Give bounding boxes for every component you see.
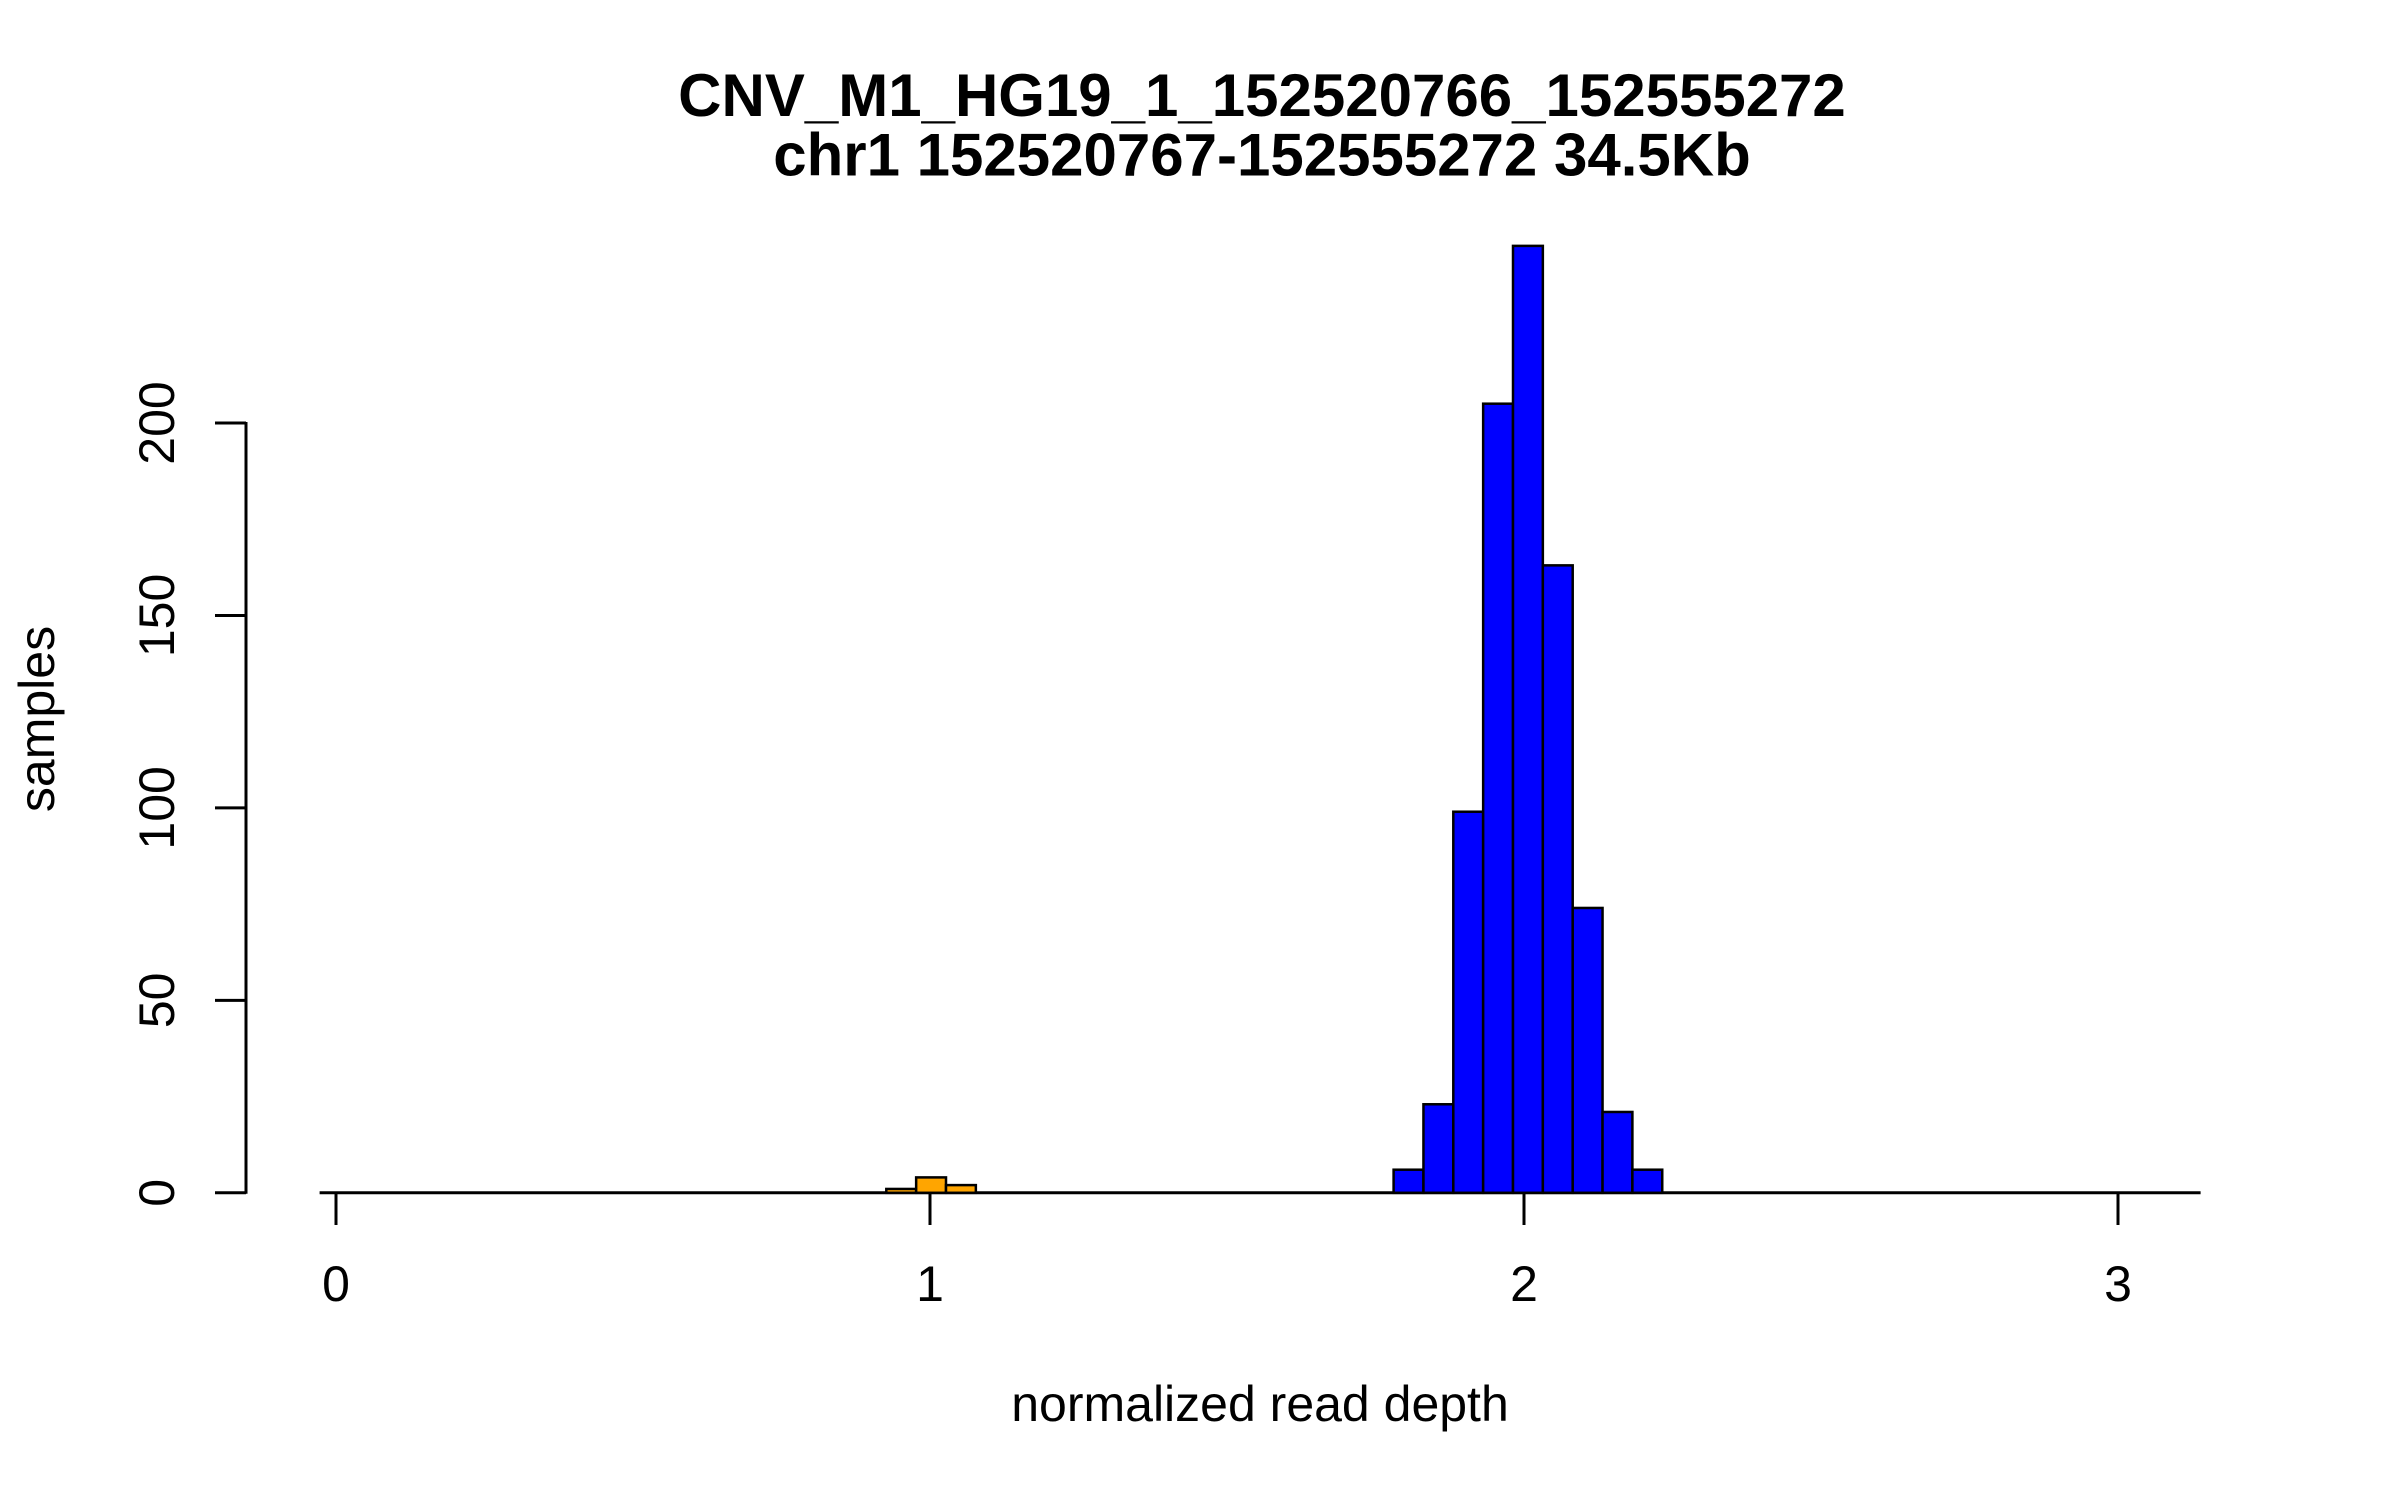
svg-text:100: 100 <box>129 766 185 849</box>
svg-text:1: 1 <box>916 1256 944 1312</box>
svg-text:200: 200 <box>129 381 185 464</box>
svg-text:chr1 152520767-152555272 34.5K: chr1 152520767-152555272 34.5Kb <box>773 122 1750 189</box>
svg-text:2: 2 <box>1510 1256 1538 1312</box>
svg-text:150: 150 <box>129 574 185 657</box>
svg-text:samples: samples <box>9 626 65 812</box>
svg-text:3: 3 <box>2104 1256 2132 1312</box>
svg-text:CNV_M1_HG19_1_152520766_152555: CNV_M1_HG19_1_152520766_152555272 <box>678 62 1846 129</box>
svg-text:normalized read depth: normalized read depth <box>1011 1376 1509 1432</box>
svg-text:50: 50 <box>129 973 185 1029</box>
svg-text:0: 0 <box>129 1179 185 1207</box>
svg-text:0: 0 <box>322 1256 350 1312</box>
